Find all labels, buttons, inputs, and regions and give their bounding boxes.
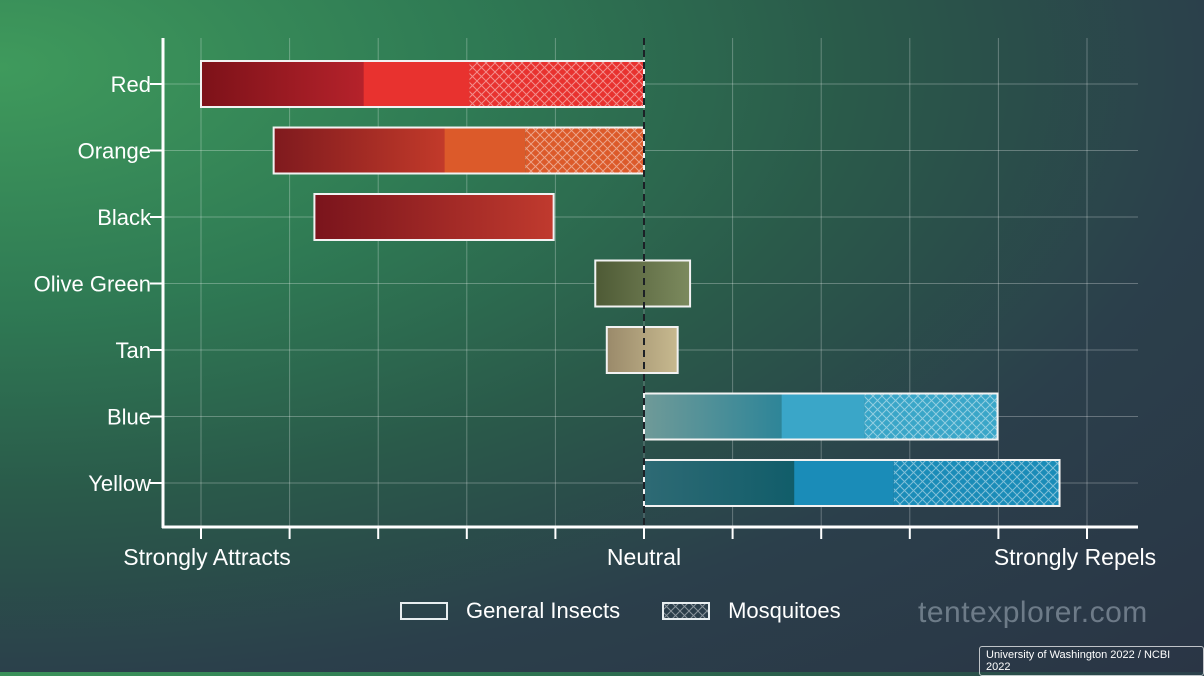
bar-mosquitoes-hatch bbox=[469, 61, 644, 107]
legend: General Insects Mosquitoes bbox=[400, 598, 883, 624]
x-tick-label: Strongly Repels bbox=[994, 544, 1156, 570]
legend-label-mosquitoes: Mosquitoes bbox=[728, 598, 841, 623]
legend-swatch-solid bbox=[400, 602, 448, 620]
bar-general-insects bbox=[644, 460, 894, 506]
category-label: Yellow bbox=[88, 471, 151, 496]
category-label: Orange bbox=[78, 139, 151, 164]
bar-general-insects bbox=[201, 61, 470, 107]
category-label: Blue bbox=[107, 405, 151, 430]
bar-general-insects bbox=[606, 327, 678, 373]
x-tick-label: Neutral bbox=[607, 544, 681, 570]
legend-item-mosquitoes: Mosquitoes bbox=[662, 598, 841, 624]
watermark: tentexplorer.com bbox=[918, 596, 1148, 629]
category-label: Red bbox=[111, 72, 151, 97]
bar-outline bbox=[200, 60, 645, 108]
legend-label-general-insects: General Insects bbox=[466, 598, 621, 623]
bar-general-insects bbox=[314, 194, 554, 240]
category-label: Olive Green bbox=[34, 272, 151, 297]
category-label: Black bbox=[97, 205, 152, 230]
bar-outline bbox=[313, 193, 555, 241]
legend-item-general-insects: General Insects bbox=[400, 598, 620, 624]
category-label: Tan bbox=[116, 338, 151, 363]
axes bbox=[161, 38, 1138, 529]
bars bbox=[200, 60, 1061, 507]
bar-general-insects bbox=[273, 127, 526, 174]
bar-mosquitoes-hatch bbox=[893, 460, 1060, 506]
bar-outline bbox=[594, 259, 692, 308]
bar-general-insects bbox=[644, 393, 865, 440]
labels: Red Orange Black Olive Green Tan Blue Yellow St… bbox=[34, 72, 1157, 570]
bar-mosquitoes-hatch bbox=[525, 127, 644, 174]
bar-general-insects bbox=[595, 260, 691, 307]
x-tick-label: Strongly Attracts bbox=[123, 544, 290, 570]
legend-swatch-crosshatch bbox=[662, 602, 711, 620]
bar-outline bbox=[605, 326, 679, 374]
bar-mosquitoes-hatch bbox=[864, 393, 998, 440]
